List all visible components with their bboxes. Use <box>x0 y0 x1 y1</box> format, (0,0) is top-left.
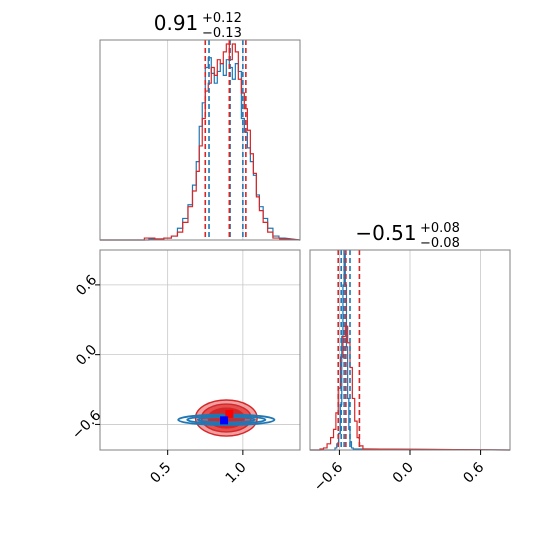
panel-hist-param1: 0.91 +0.12 −0.13 <box>99 11 301 241</box>
hist-param2-grid <box>339 250 481 450</box>
xtick-label: 1.0 <box>223 460 250 487</box>
hist-param1-series <box>100 43 301 241</box>
title-param1-value: 0.91 <box>154 11 199 35</box>
hist-param1-quantiles <box>204 40 247 240</box>
scatter-2d-frame <box>99 249 301 451</box>
ytick-label: 0.6 <box>73 272 100 299</box>
marker-1 <box>225 409 234 418</box>
hist-step-series-1 <box>100 57 301 241</box>
title-param2-value: −0.51 <box>355 221 416 245</box>
xtick-label: −0.6 <box>311 459 346 494</box>
hist-param1-frame <box>99 39 301 241</box>
hist-step-series-2 <box>310 325 511 451</box>
marker-2 <box>220 416 229 425</box>
panel-hist-param2: −0.6 0.0 0.6 −0.51 +0.08 −0.08 <box>309 221 511 495</box>
ytick-label: 0.0 <box>73 342 100 369</box>
hist-param2-title: −0.51 +0.08 −0.08 <box>355 221 459 251</box>
title-param2-upper: +0.08 <box>420 221 460 236</box>
xtick-label: 0.5 <box>147 460 174 487</box>
hist-step-series-2 <box>100 43 301 241</box>
hist-param1-title: 0.91 +0.12 −0.13 <box>154 11 242 41</box>
title-param1-lower: −0.13 <box>202 26 242 41</box>
hist-param2-quantiles <box>337 250 361 450</box>
scatter-2d-ytick-labels: 0.6 0.0 −0.6 <box>69 272 104 443</box>
panel-scatter-2d: 0.6 0.0 −0.6 0.5 1.0 <box>69 249 301 487</box>
xtick-label: 0.6 <box>460 459 487 486</box>
ytick-label: −0.6 <box>69 407 104 442</box>
title-param2-lower: −0.08 <box>420 236 460 251</box>
scatter-2d-xtick-labels: 0.5 1.0 <box>147 450 250 487</box>
xtick-label: 0.0 <box>390 460 417 487</box>
hist-param2-xtick-labels: −0.6 0.0 0.6 <box>311 450 487 495</box>
scatter-2d-contours <box>177 399 276 437</box>
title-param1-upper: +0.12 <box>202 11 242 26</box>
